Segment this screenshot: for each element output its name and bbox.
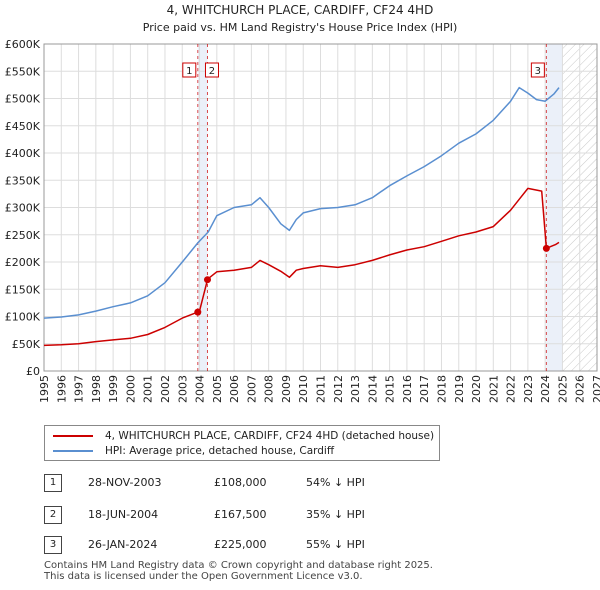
x-tick-label: 2018 bbox=[435, 375, 448, 403]
x-tick-label: 2020 bbox=[470, 375, 483, 403]
sale-number-badge: 3 bbox=[44, 536, 62, 554]
x-tick-label: 2024 bbox=[539, 375, 552, 403]
x-tick-label: 2002 bbox=[159, 375, 172, 403]
y-tick-label: £100K bbox=[5, 311, 41, 324]
footer-line-1: Contains HM Land Registry data © Crown c… bbox=[44, 560, 433, 571]
x-tick-label: 2019 bbox=[453, 375, 466, 403]
sale-price: £108,000 bbox=[214, 476, 267, 489]
y-tick-label: £250K bbox=[5, 229, 41, 242]
y-tick-label: £150K bbox=[5, 283, 41, 296]
x-tick-label: 2011 bbox=[315, 375, 328, 403]
x-tick-label: 1995 bbox=[38, 375, 51, 403]
y-tick-label: £450K bbox=[5, 120, 41, 133]
sale-points bbox=[194, 244, 550, 316]
sale-price: £225,000 bbox=[214, 538, 267, 551]
sale-price: £167,500 bbox=[214, 508, 267, 521]
sale-marker-labels: 1 2 3 bbox=[182, 62, 545, 78]
sale-hpi-diff: 54% ↓ HPI bbox=[306, 476, 365, 489]
x-tick-label: 2017 bbox=[418, 375, 431, 403]
x-tick-label: 2016 bbox=[401, 375, 414, 403]
plot-border bbox=[43, 43, 598, 372]
y-tick-label: £300K bbox=[5, 202, 41, 215]
x-tick-label: 2005 bbox=[211, 375, 224, 403]
x-tick-label: 2015 bbox=[384, 375, 397, 403]
x-tick-label: 1996 bbox=[55, 375, 68, 403]
price-chart: 4, WHITCHURCH PLACE, CARDIFF, CF24 4HD P… bbox=[5, 3, 600, 403]
series-lines bbox=[43, 86, 560, 347]
legend-item-property: 4, WHITCHURCH PLACE, CARDIFF, CF24 4HD (… bbox=[53, 429, 434, 443]
sale-number-badge: 1 bbox=[44, 474, 62, 492]
footer-line-2: This data is licensed under the Open Gov… bbox=[44, 571, 363, 582]
x-tick-label: 2001 bbox=[142, 375, 155, 403]
sale-hpi-diff: 55% ↓ HPI bbox=[306, 538, 365, 551]
legend-label-property: 4, WHITCHURCH PLACE, CARDIFF, CF24 4HD (… bbox=[105, 430, 435, 442]
x-tick-label: 2014 bbox=[366, 375, 379, 403]
x-tick-label: 2008 bbox=[263, 375, 276, 403]
x-tick-label: 2026 bbox=[574, 375, 587, 403]
x-tick-label: 2010 bbox=[297, 375, 310, 403]
legend-item-hpi: HPI: Average price, detached house, Card… bbox=[53, 444, 334, 458]
sale-point bbox=[203, 276, 211, 284]
x-tick-label: 2027 bbox=[591, 375, 600, 403]
x-tick-label: 2022 bbox=[505, 375, 518, 403]
y-tick-label: £0 bbox=[26, 365, 40, 378]
y-tick-label: £550K bbox=[5, 65, 41, 78]
x-tick-label: 2000 bbox=[124, 375, 137, 403]
axis-labels: £0 £50K £100K £150K £200K £250K £300K £350K £400… bbox=[5, 38, 600, 403]
sale-hpi-diff: 35% ↓ HPI bbox=[306, 508, 365, 521]
x-tick-label: 1997 bbox=[73, 375, 86, 403]
legend-label-hpi: HPI: Average price, detached house, Card… bbox=[105, 445, 335, 457]
chart-legend: 4, WHITCHURCH PLACE, CARDIFF, CF24 4HD (… bbox=[44, 425, 440, 461]
sale-vertical-lines bbox=[197, 44, 547, 371]
y-tick-label: £500K bbox=[5, 93, 41, 106]
sale-row: 1 28-NOV-2003 £108,000 54% ↓ HPI bbox=[44, 474, 444, 492]
y-tick-label: £350K bbox=[5, 174, 41, 187]
x-tick-label: 1998 bbox=[90, 375, 103, 403]
sale-marker-label: 1 bbox=[186, 66, 192, 77]
y-tick-label: £50K bbox=[12, 338, 41, 351]
y-tick-label: £600K bbox=[5, 38, 41, 51]
x-tick-label: 2004 bbox=[194, 375, 207, 403]
sale-number-badge: 2 bbox=[44, 506, 62, 524]
x-tick-label: 2023 bbox=[522, 375, 535, 403]
chart-title: 4, WHITCHURCH PLACE, CARDIFF, CF24 4HD bbox=[167, 3, 434, 17]
x-tick-label: 2007 bbox=[245, 375, 258, 403]
sale-marker-label: 3 bbox=[535, 66, 541, 77]
x-tick-label: 2025 bbox=[556, 375, 569, 403]
sale-point bbox=[194, 308, 202, 316]
sale-marker-box bbox=[204, 62, 219, 78]
x-tick-label: 2012 bbox=[332, 375, 345, 403]
x-tick-label: 2013 bbox=[349, 375, 362, 403]
sale-date: 18-JUN-2004 bbox=[88, 508, 159, 521]
sale-marker-box bbox=[530, 62, 545, 78]
x-tick-label: 2006 bbox=[228, 375, 241, 403]
y-tick-label: £200K bbox=[5, 256, 41, 269]
series-line bbox=[43, 86, 560, 319]
sale-date: 28-NOV-2003 bbox=[88, 476, 162, 489]
sale-marker-label: 2 bbox=[209, 66, 215, 77]
footer-attribution: Contains HM Land Registry data © Crown c… bbox=[44, 560, 433, 582]
y-tick-label: £400K bbox=[5, 147, 41, 160]
series-line bbox=[43, 187, 560, 347]
x-tick-label: 2003 bbox=[176, 375, 189, 403]
sale-marker-box bbox=[182, 62, 197, 78]
chart-subtitle: Price paid vs. HM Land Registry's House … bbox=[143, 21, 458, 34]
sale-row: 2 18-JUN-2004 £167,500 35% ↓ HPI bbox=[44, 506, 444, 524]
legend-swatch-blue bbox=[53, 450, 93, 452]
x-tick-label: 1999 bbox=[107, 375, 120, 403]
x-tick-label: 2021 bbox=[487, 375, 500, 403]
sale-row: 3 26-JAN-2024 £225,000 55% ↓ HPI bbox=[44, 536, 444, 554]
sale-point bbox=[542, 244, 550, 252]
x-tick-label: 2009 bbox=[280, 375, 293, 403]
sale-date: 26-JAN-2024 bbox=[88, 538, 158, 551]
legend-swatch-red bbox=[53, 435, 93, 437]
